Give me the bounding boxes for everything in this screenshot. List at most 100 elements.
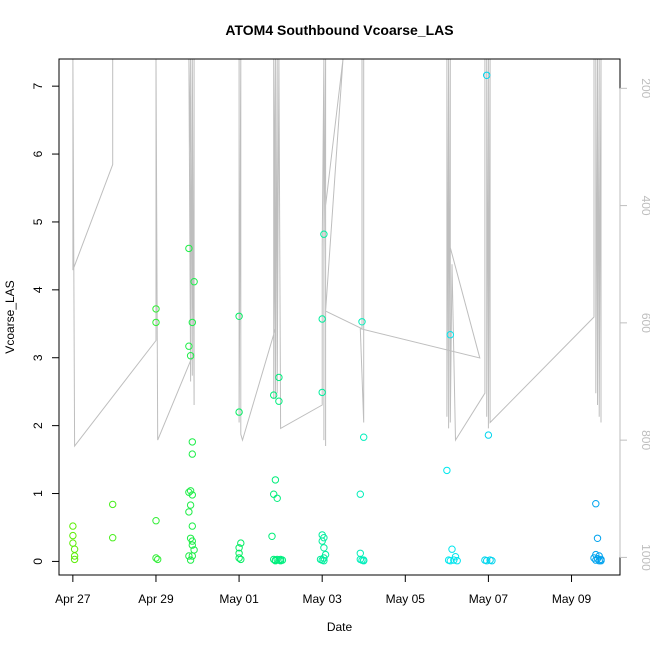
data-point <box>185 244 193 253</box>
x-tick-label: May 05 <box>386 592 426 606</box>
data-point <box>271 476 280 484</box>
data-point <box>185 342 193 350</box>
data-point <box>453 557 461 565</box>
data-point <box>271 557 280 565</box>
data-point <box>186 556 195 564</box>
data-point <box>593 555 602 563</box>
secondary-y-tick-label: 1000 <box>639 544 650 571</box>
data-point <box>186 487 195 495</box>
data-point <box>360 433 368 441</box>
data-point <box>321 550 330 559</box>
data-point <box>592 500 600 508</box>
secondary-y-tick-label: 200 <box>639 78 650 98</box>
data-point <box>70 555 79 564</box>
data-point <box>69 539 77 547</box>
data-point <box>188 541 197 549</box>
data-point <box>69 531 77 540</box>
data-point <box>188 491 197 499</box>
data-point <box>273 494 281 502</box>
y-tick-label: 2 <box>31 422 45 429</box>
data-point <box>186 352 195 360</box>
data-point <box>152 517 160 525</box>
data-point <box>70 552 79 560</box>
x-axis: Apr 27 Apr 29 May 01 May 03 May 05 May 07 May … <box>55 574 592 606</box>
data-point <box>154 555 162 564</box>
y-tick-label: 5 <box>31 218 45 225</box>
data-point <box>356 549 364 557</box>
data-point <box>188 522 197 530</box>
data-point <box>356 490 364 498</box>
data-point <box>446 557 454 565</box>
depth-track-layer <box>72 58 602 448</box>
data-point <box>448 545 456 553</box>
data-point <box>237 539 245 547</box>
depth-track-line <box>72 58 602 448</box>
data-point <box>185 508 193 516</box>
data-point <box>483 71 491 80</box>
secondary-y-tick-label: 600 <box>639 313 650 333</box>
data-point <box>270 490 278 498</box>
data-point <box>275 397 283 405</box>
data-point <box>190 278 198 286</box>
data-point <box>318 537 326 545</box>
y-tick-label: 6 <box>31 150 45 157</box>
data-point <box>109 500 117 509</box>
data-point <box>320 534 328 542</box>
secondary-y-axis: 200 400 600 800 1000 <box>619 78 650 571</box>
data-point <box>152 318 160 327</box>
data-point <box>69 522 77 530</box>
data-point <box>276 557 285 565</box>
data-point <box>592 556 600 564</box>
data-point <box>235 408 243 416</box>
data-point <box>188 438 197 446</box>
data-point <box>318 315 326 323</box>
y-tick-label: 7 <box>31 83 45 90</box>
y-tick-label: 1 <box>31 490 45 497</box>
x-tick-label: May 07 <box>469 592 509 606</box>
data-point <box>320 230 328 238</box>
data-point <box>188 450 197 458</box>
data-point <box>270 391 278 399</box>
y-tick-label: 0 <box>31 558 45 565</box>
data-point <box>235 312 243 320</box>
data-point <box>70 545 79 553</box>
data-point <box>186 501 195 509</box>
x-tick-label: Apr 29 <box>138 592 174 606</box>
data-point <box>451 553 460 561</box>
data-point <box>320 544 328 552</box>
x-tick-label: May 09 <box>552 592 592 606</box>
x-axis-label: Date <box>327 620 353 634</box>
data-point <box>318 388 326 397</box>
points-layer <box>69 71 605 565</box>
data-point <box>484 431 493 439</box>
data-point <box>450 556 458 564</box>
data-point <box>237 555 245 564</box>
x-tick-label: May 03 <box>303 592 343 606</box>
y-tick-label: 3 <box>31 354 45 361</box>
secondary-y-tick-label: 800 <box>639 430 650 450</box>
data-point <box>443 466 451 475</box>
plot-frame <box>58 58 621 576</box>
data-point <box>188 537 197 545</box>
y-axis: 0 1 2 3 4 5 6 7 <box>31 83 60 565</box>
data-point <box>597 557 605 565</box>
y-tick-label: 4 <box>31 286 45 293</box>
data-point <box>152 554 160 562</box>
y-axis-label: Vcoarse_LAS <box>3 280 17 353</box>
data-point <box>593 534 602 542</box>
chart-title: ATOM4 Southbound Vcoarse_LAS <box>225 22 453 38</box>
data-point <box>188 552 197 560</box>
x-tick-label: Apr 27 <box>55 592 91 606</box>
data-point <box>235 554 243 562</box>
data-point <box>188 318 197 327</box>
x-tick-label: May 01 <box>219 592 259 606</box>
data-point <box>235 544 243 552</box>
data-point <box>488 557 496 565</box>
data-point <box>275 373 283 382</box>
data-point <box>483 557 491 565</box>
secondary-y-tick-label: 400 <box>639 196 650 216</box>
data-point <box>320 554 328 562</box>
data-point <box>446 331 454 339</box>
data-point <box>360 557 368 565</box>
